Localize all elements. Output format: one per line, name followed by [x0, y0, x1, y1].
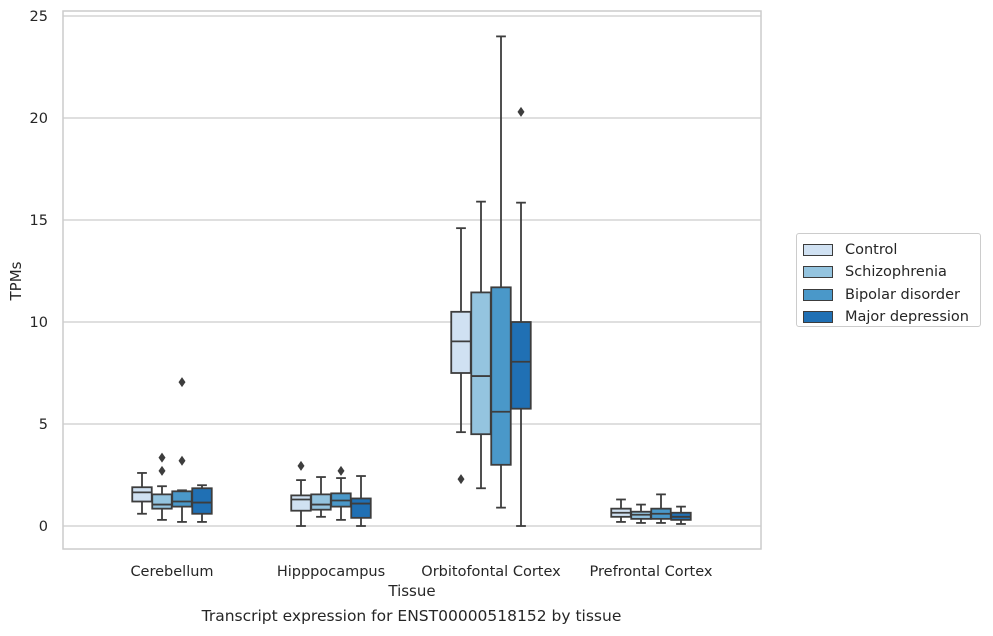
box — [191, 484, 213, 523]
figure-caption: Transcript expression for ENST0000051815… — [201, 607, 622, 625]
box — [151, 452, 173, 521]
legend-label: Control — [845, 242, 898, 259]
box-body — [131, 486, 153, 503]
outlier-point — [337, 465, 345, 476]
box — [350, 475, 372, 527]
x-tick-label: Prefrontal Cortex — [590, 564, 713, 580]
x-tick-label: Cerebellum — [130, 564, 213, 580]
box — [310, 476, 332, 518]
series-major-depression — [191, 106, 692, 527]
box-body — [470, 291, 492, 436]
box-body — [171, 490, 193, 508]
box-body — [310, 493, 332, 511]
y-tick-labels: 0 5 10 15 20 25 — [30, 9, 48, 535]
box-body — [191, 487, 213, 515]
box — [670, 505, 692, 525]
box-body — [510, 321, 532, 410]
outlier-point — [517, 106, 525, 117]
series-control — [131, 227, 632, 527]
x-tick-label: Orbitofontal Cortex — [421, 564, 561, 580]
plot-frame — [62, 10, 762, 550]
outlier-point — [457, 474, 465, 485]
outlier-point — [178, 377, 186, 388]
outlier-point — [297, 460, 305, 471]
box — [490, 35, 512, 509]
y-tick-label: 20 — [30, 111, 48, 127]
y-axis-label: TPMs — [7, 261, 25, 301]
legend-swatch — [803, 244, 833, 257]
box-body — [350, 497, 372, 519]
box-series — [131, 35, 692, 527]
box-body — [450, 310, 472, 374]
box — [131, 472, 153, 515]
y-tick-label: 10 — [30, 315, 48, 331]
outlier-point — [158, 465, 166, 476]
box — [290, 460, 312, 527]
box — [470, 200, 492, 490]
y-tick-label: 25 — [30, 9, 48, 25]
outlier-point — [178, 455, 186, 466]
y-tick-label: 0 — [39, 519, 48, 535]
y-tick-label: 5 — [39, 417, 48, 433]
x-tick-labels: Cerebellum Hipppocampus Orbitofontal Corte… — [130, 564, 712, 580]
legend-item: Schizophrenia — [803, 261, 980, 283]
series-schizophrenia — [151, 200, 652, 524]
y-tick-label: 15 — [30, 213, 48, 229]
box — [450, 227, 472, 485]
legend-swatch — [803, 266, 833, 279]
grid-lines — [63, 15, 761, 527]
legend: Control Schizophrenia Bipolar disorder Majo… — [796, 233, 981, 327]
legend-swatch — [803, 288, 833, 301]
series-bipolar-disorder — [171, 35, 672, 524]
box — [630, 503, 652, 524]
box — [171, 377, 193, 523]
legend-item: Control — [803, 239, 980, 261]
box — [510, 106, 532, 527]
box-body — [151, 493, 173, 510]
legend-label: Bipolar disorder — [845, 286, 960, 303]
legend-swatch — [803, 311, 833, 324]
box — [610, 498, 632, 523]
box-body — [290, 494, 312, 512]
legend-label: Major depression — [845, 309, 969, 326]
box-body — [490, 286, 512, 466]
legend-label: Schizophrenia — [845, 264, 947, 281]
legend-item: Major depression — [803, 306, 980, 328]
x-tick-label: Hipppocampus — [277, 564, 385, 580]
x-axis-label: Tissue — [387, 582, 435, 600]
legend-item: Bipolar disorder — [803, 284, 980, 306]
box — [650, 493, 672, 524]
outlier-point — [158, 452, 166, 463]
box — [330, 465, 352, 521]
